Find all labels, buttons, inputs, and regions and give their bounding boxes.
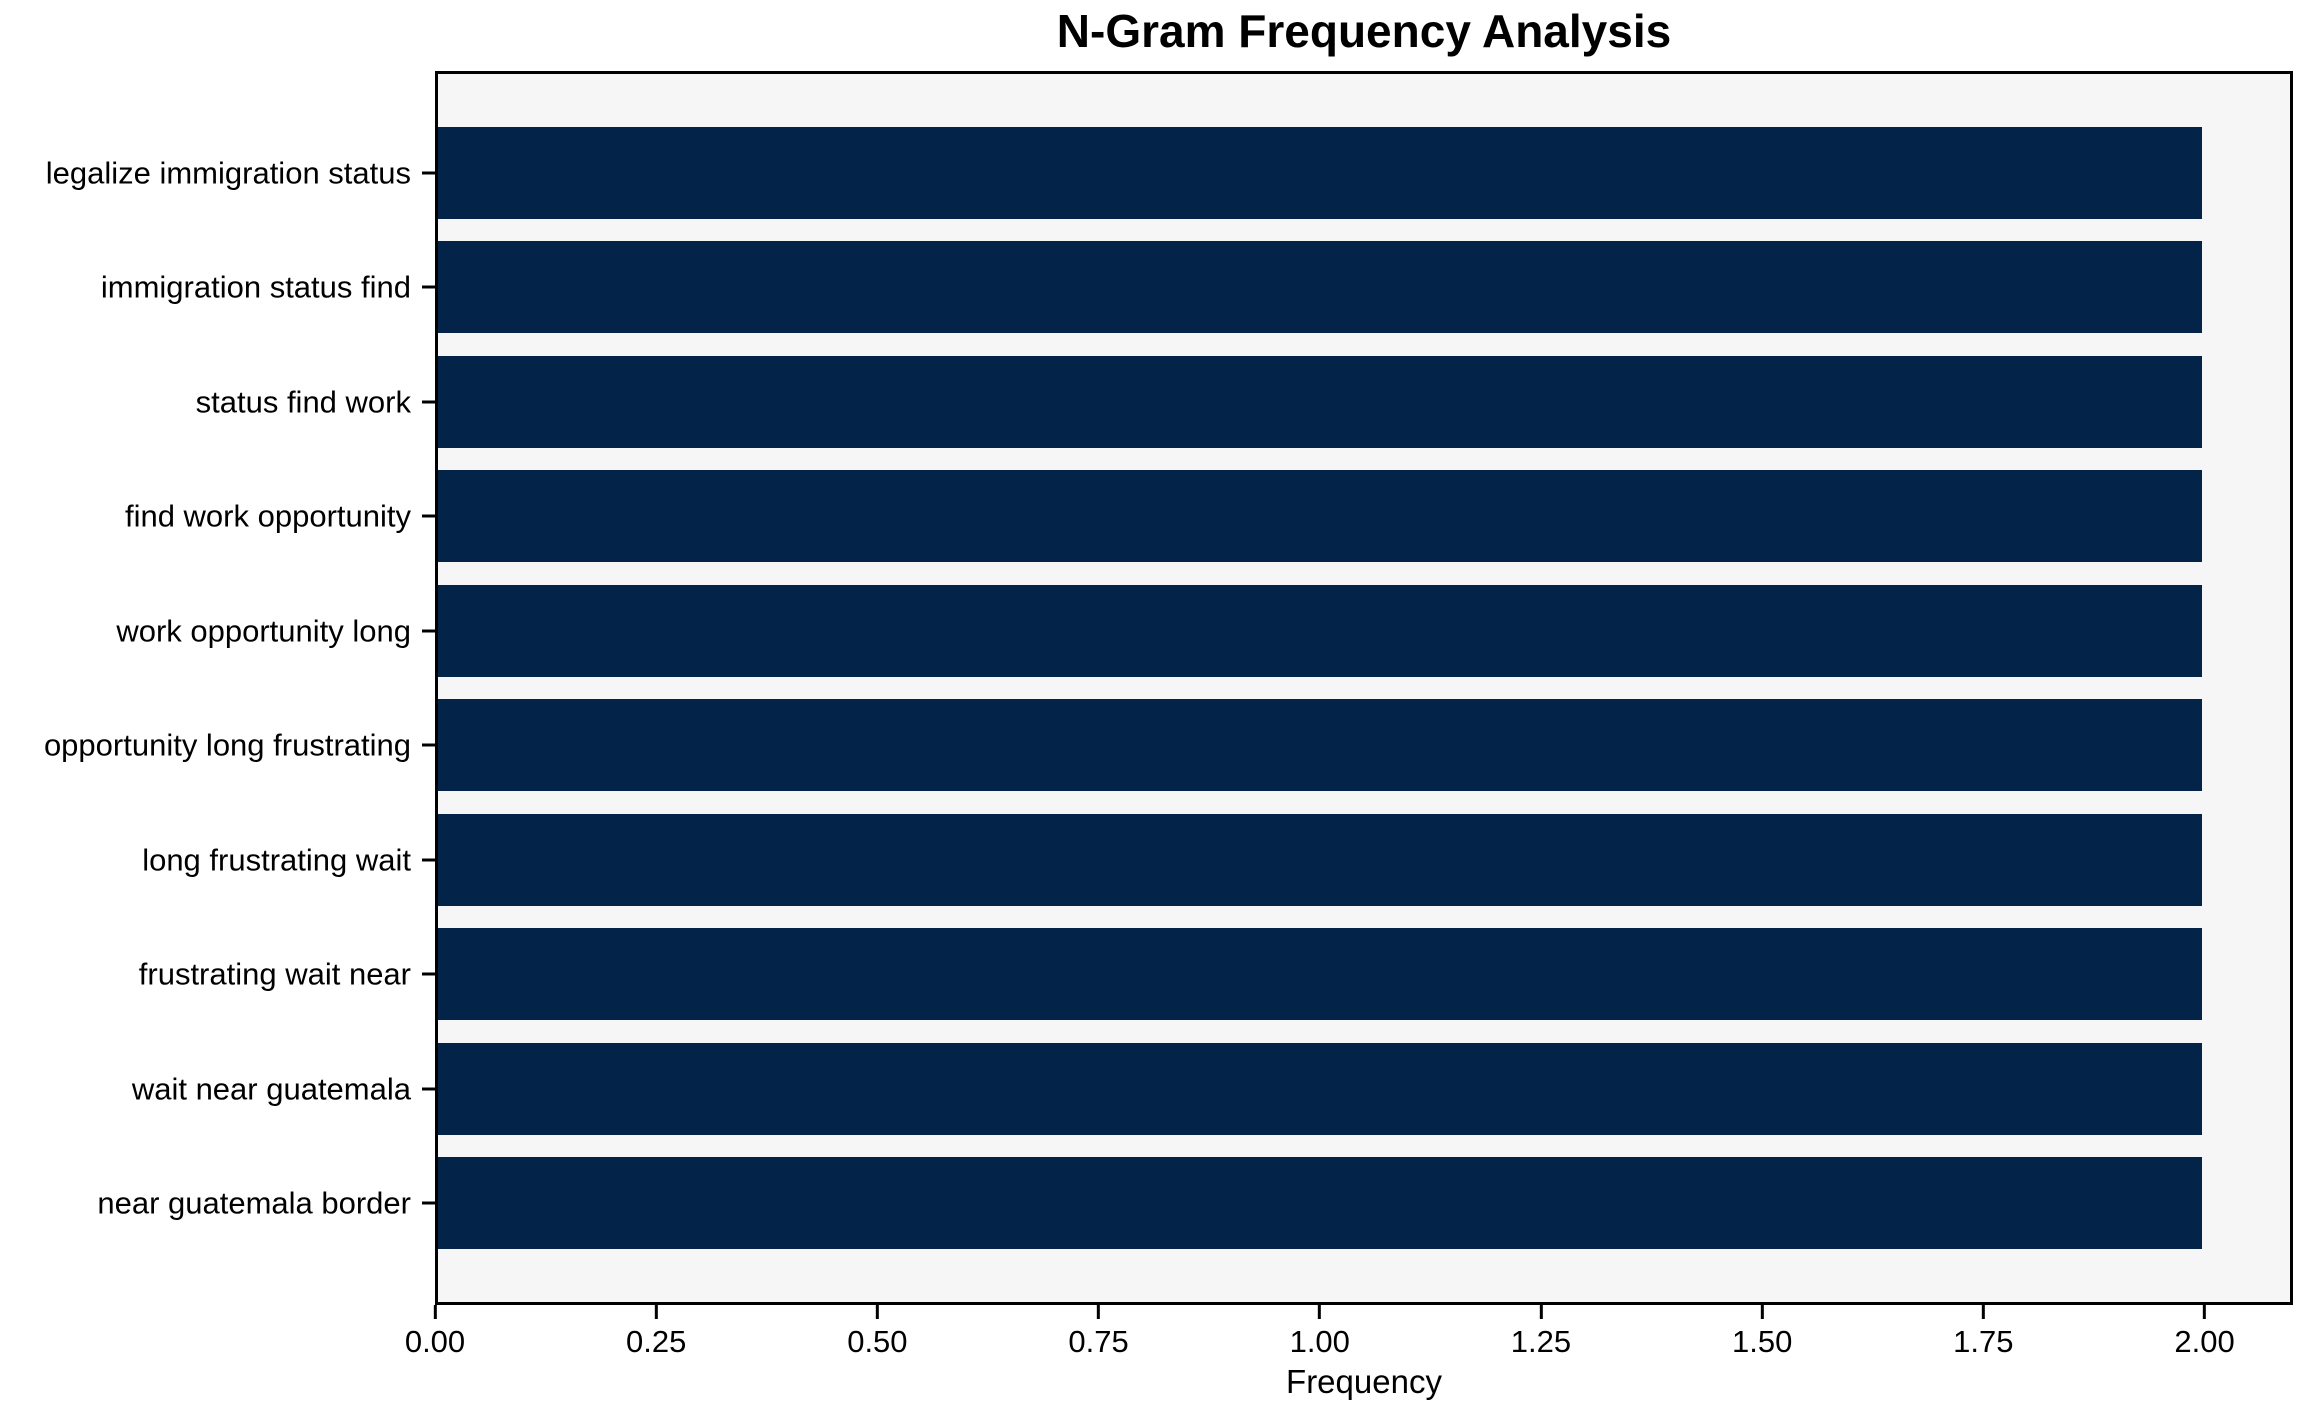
x-tick-mark <box>1097 1305 1101 1319</box>
bar <box>438 241 2202 334</box>
x-tick: 2.00 <box>2174 1305 2235 1359</box>
y-tick-label: immigration status find <box>100 269 411 305</box>
y-tick-mark <box>422 629 435 633</box>
x-tick: 0.00 <box>405 1305 465 1357</box>
x-tick: 1.25 <box>1511 1305 1571 1357</box>
y-tick-label: frustrating wait near <box>138 956 411 992</box>
x-tick: 1.50 <box>1732 1305 1792 1357</box>
y-tick-label: long frustrating wait <box>142 842 411 878</box>
y-tick-label: status find work <box>195 384 411 420</box>
bar <box>438 584 2202 677</box>
bar <box>438 928 2202 1021</box>
bar-row: status find work <box>196 355 2290 448</box>
bar <box>438 470 2202 563</box>
y-tick-mark <box>422 743 435 747</box>
y-tick-label: near guatemala border <box>97 1185 411 1221</box>
x-axis: 0.00 0.25 0.50 0.75 1.00 1.25 1.50 1.75 … <box>405 1305 2293 1365</box>
x-tick-mark <box>1981 1305 1985 1319</box>
y-tick-label: find work opportunity <box>124 498 411 534</box>
bar <box>438 1042 2202 1135</box>
bar-row: wait near guatemala <box>132 1042 2290 1135</box>
x-tick: 1.75 <box>1953 1305 2014 1359</box>
bar <box>438 355 2202 448</box>
y-tick-mark <box>422 171 435 175</box>
x-tick-label: 1.25 <box>1510 1324 1572 1359</box>
y-tick-mark <box>422 858 435 862</box>
x-tick-label: 1.00 <box>1289 1324 1350 1359</box>
y-tick-label: legalize immigration status <box>45 155 411 191</box>
x-tick-label: 0.00 <box>404 1324 466 1359</box>
x-tick-mark <box>875 1305 879 1319</box>
x-tick-label: 0.25 <box>626 1324 687 1359</box>
y-tick-label: opportunity long frustrating <box>43 727 411 763</box>
bar-row: near guatemala border <box>97 1156 2290 1249</box>
y-tick-mark <box>422 285 435 289</box>
x-axis-label: Frequency <box>1286 1363 1442 1400</box>
y-tick-mark <box>422 400 435 404</box>
bar-row: find work opportunity <box>125 470 2290 563</box>
x-tick-mark <box>1318 1305 1322 1319</box>
bar-row: legalize immigration status <box>46 127 2290 219</box>
x-tick-label: 0.75 <box>1068 1324 1129 1359</box>
x-tick-label: 0.50 <box>847 1324 908 1359</box>
x-tick: 0.75 <box>1068 1305 1129 1359</box>
y-tick-mark <box>422 1087 435 1090</box>
x-tick: 0.50 <box>847 1305 908 1359</box>
x-tick: 0.25 <box>626 1305 686 1357</box>
x-tick-label: 1.75 <box>1953 1324 2014 1359</box>
bar-row: frustrating wait near <box>139 928 2290 1021</box>
x-tick-mark <box>2203 1305 2207 1319</box>
y-tick-label: work opportunity long <box>116 613 411 649</box>
x-tick-label: 1.50 <box>1731 1324 1793 1359</box>
x-tick-label: 2.00 <box>2174 1324 2235 1359</box>
y-tick-mark <box>422 972 435 976</box>
x-tick-mark <box>654 1305 658 1319</box>
bar <box>438 813 2202 906</box>
y-tick-mark <box>422 514 435 518</box>
bar <box>438 127 2202 219</box>
bar-row: work opportunity long <box>116 584 2290 677</box>
bar-row: immigration status find <box>101 241 2290 334</box>
y-tick-label: wait near guatemala <box>131 1071 411 1106</box>
chart-title: N-Gram Frequency Analysis <box>1056 5 1672 57</box>
bar <box>438 699 2202 792</box>
plot-area: legalize immigration status immigration … <box>44 71 2293 1305</box>
x-tick: 1.00 <box>1290 1305 1350 1357</box>
bar <box>438 1156 2202 1249</box>
x-tick-mark <box>1539 1305 1543 1319</box>
y-tick-mark <box>422 1201 435 1205</box>
bar-row: opportunity long frustrating <box>44 699 2290 792</box>
x-tick-mark <box>1760 1305 1764 1319</box>
bar-row: long frustrating wait <box>142 813 2290 906</box>
x-tick-mark <box>433 1305 437 1319</box>
